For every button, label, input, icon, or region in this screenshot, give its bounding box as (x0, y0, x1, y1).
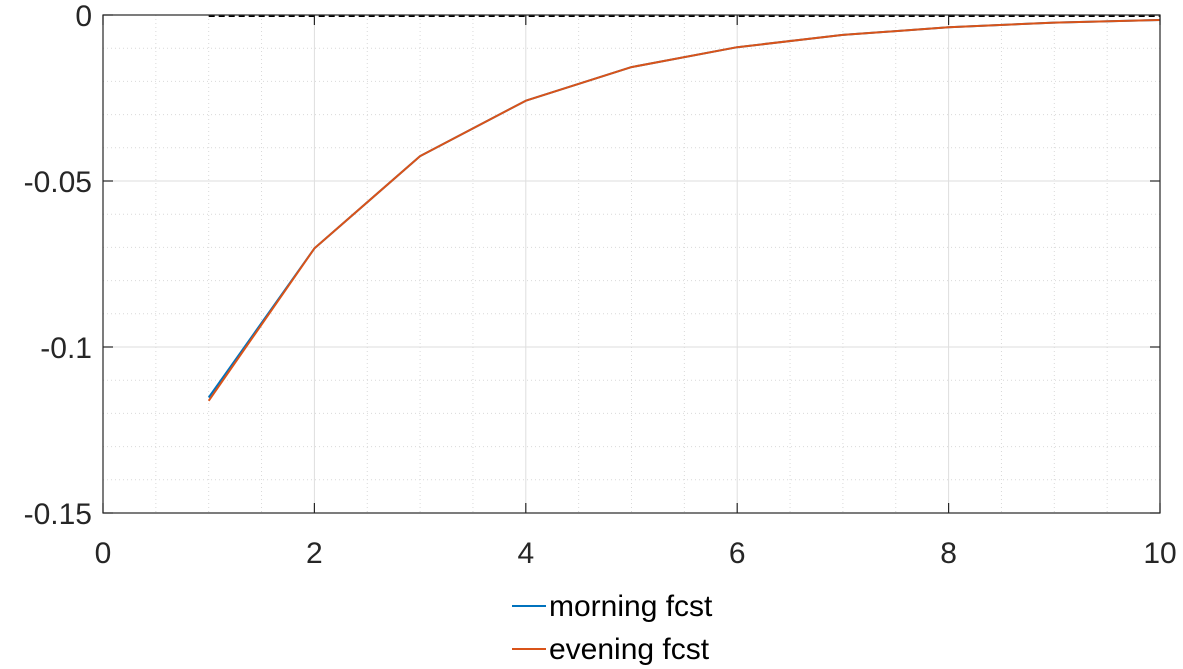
x-tick-label: 2 (306, 537, 323, 570)
y-tick-label: -0.15 (24, 498, 92, 531)
y-tick-label: 0 (75, 0, 92, 33)
x-tick-label: 10 (1143, 537, 1176, 570)
y-axis-tick-labels: 0 -0.05 -0.1 -0.15 (24, 0, 92, 531)
axes-box (102, 14, 1161, 514)
y-tick-label: -0.1 (40, 332, 92, 365)
x-tick-label: 8 (940, 537, 957, 570)
x-axis-tick-labels: 0 2 4 6 8 10 (95, 537, 1177, 570)
series-line-evening-fcst (207, 19, 1161, 402)
minor-grid (103, 15, 1160, 513)
x-tick-label: 0 (95, 537, 112, 570)
axis-ticks (102, 14, 1161, 514)
y-tick-label: -0.05 (24, 166, 92, 199)
series-line-morning-fcst (207, 19, 1161, 399)
legend-label: morning fcst (549, 590, 713, 623)
x-tick-label: 6 (729, 537, 746, 570)
x-tick-label: 4 (517, 537, 534, 570)
series-layer (207, 19, 1161, 402)
legend-label: evening fcst (549, 633, 710, 666)
legend[interactable]: morning fcst evening fcst (512, 590, 713, 666)
